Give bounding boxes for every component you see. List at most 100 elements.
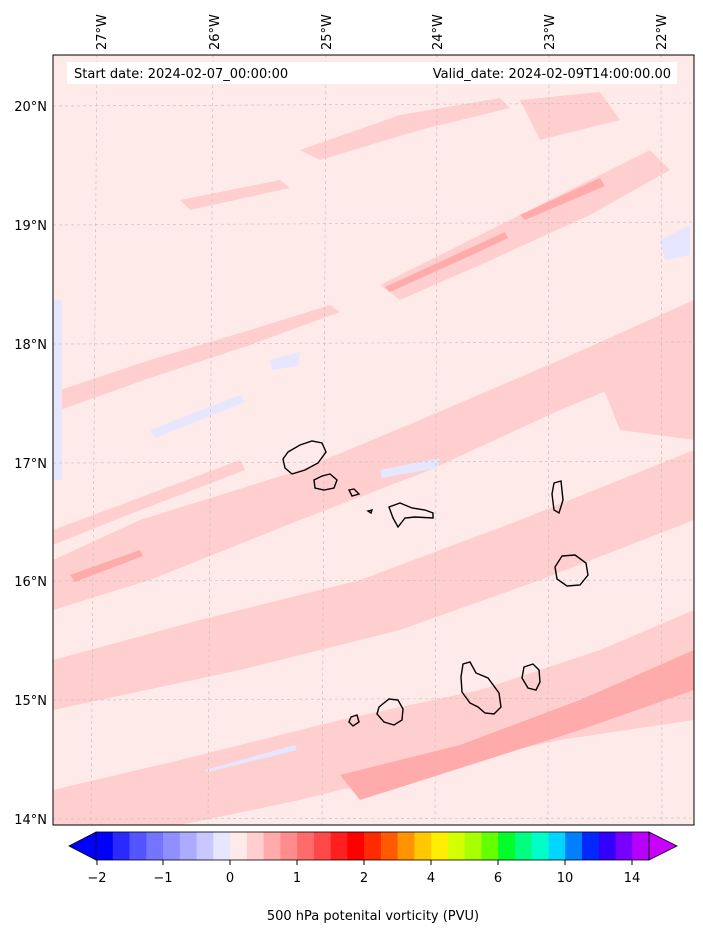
map-frame <box>52 54 695 826</box>
header-box <box>67 62 677 84</box>
island-raso <box>366 509 374 515</box>
lon-tick-label: 25°W <box>320 14 335 50</box>
pv-field <box>53 92 694 825</box>
pv-band <box>300 98 510 160</box>
colorbar-bin <box>464 832 483 860</box>
island-brava <box>348 714 360 727</box>
pv-band <box>600 340 694 440</box>
colorbar-bin <box>163 832 181 860</box>
pv-band <box>205 745 297 772</box>
colorbar-bin <box>196 832 214 860</box>
pv-band <box>180 180 290 210</box>
colorbar-bin <box>632 832 650 860</box>
colorbar-ticks <box>96 860 633 865</box>
island-sao-vicente <box>313 473 338 491</box>
colorbar-frame <box>95 831 650 861</box>
pv-band <box>520 178 605 220</box>
pv-band <box>53 300 62 480</box>
colorbar-bin <box>213 832 231 860</box>
pv-band <box>660 225 690 260</box>
pv-band <box>385 232 508 292</box>
colorbar-bin <box>581 832 600 860</box>
pv-band <box>60 305 340 410</box>
lat-tick-labels: 20°N 19°N 18°N 17°N 16°N 15°N 14°N <box>14 100 47 828</box>
colorbar-bin <box>347 832 365 860</box>
pv-band <box>53 300 694 610</box>
colorbar-bin <box>330 832 348 860</box>
colorbar-bin <box>313 832 332 860</box>
valid-date-text: Valid_date: 2024-02-09T14:00:00.00 <box>433 67 671 82</box>
colorbar-bin <box>565 832 583 860</box>
lon-tick-labels: 27°W 26°W 25°W 24°W 23°W 22°W <box>95 14 670 50</box>
colorbar-bin <box>297 832 315 860</box>
lon-tick-label: 22°W <box>655 14 670 50</box>
pv-band <box>380 458 440 478</box>
island-santa-luzia <box>347 488 361 497</box>
colorbar-bin <box>447 832 466 860</box>
colorbar-bin <box>112 832 131 860</box>
pv-band <box>53 460 245 545</box>
coastlines <box>282 440 589 727</box>
colorbar-bin <box>146 832 164 860</box>
colorbar-bin <box>531 832 550 860</box>
colorbar-title: 500 hPa potenital vorticity (PVU) <box>267 909 479 924</box>
start-date-text: Start date: 2024-02-07_00:00:00 <box>74 67 288 82</box>
colorbar-bin <box>96 832 114 860</box>
colorbar-bin <box>380 832 399 860</box>
lat-tick-label: 19°N <box>14 219 47 234</box>
pv-band <box>53 610 694 825</box>
lon-tick-label: 23°W <box>543 14 558 50</box>
colorbar-bin <box>230 832 248 860</box>
map-panel: Start date: 2024-02-07_00:00:00 Valid_da… <box>53 55 694 825</box>
colorbar: −2 −1 0 1 2 4 6 10 14 500 hPa potenital … <box>68 831 678 924</box>
lat-tick-label: 17°N <box>14 457 47 472</box>
colorbar-under-arrow <box>68 831 97 861</box>
colorbar-bin <box>615 832 633 860</box>
lat-tick-label: 20°N <box>14 100 47 115</box>
colorbar-tick-label: 4 <box>427 871 435 886</box>
pv-band <box>53 450 694 710</box>
colorbar-bin <box>598 832 617 860</box>
colorbar-tick-label: −2 <box>87 871 106 886</box>
colorbar-bin <box>246 832 265 860</box>
colorbar-bin <box>263 832 281 860</box>
colorbar-bin <box>548 832 566 860</box>
pv-band <box>270 352 300 370</box>
colorbar-tick-label: 14 <box>624 871 641 886</box>
pv-band <box>340 650 694 800</box>
lon-tick-label: 27°W <box>95 14 110 50</box>
colorbar-tick-label: 1 <box>293 871 301 886</box>
island-sal <box>551 480 564 515</box>
pv-band <box>150 395 245 438</box>
colorbar-bin <box>431 832 449 860</box>
island-santiago <box>460 661 502 715</box>
colorbar-bin <box>514 832 533 860</box>
colorbar-over-arrow <box>648 831 678 861</box>
lon-tick-label: 24°W <box>431 14 446 50</box>
pv-band <box>70 550 143 582</box>
colorbar-bin <box>397 832 415 860</box>
island-maio <box>521 663 541 691</box>
lat-tick-label: 16°N <box>14 575 47 590</box>
colorbar-tick-label: 2 <box>360 871 368 886</box>
colorbar-bins <box>96 832 650 860</box>
colorbar-tick-label: −1 <box>153 871 172 886</box>
colorbar-bin <box>280 832 298 860</box>
colorbar-bin <box>129 832 147 860</box>
island-sao-nicolau <box>388 502 434 529</box>
lat-tick-label: 15°N <box>14 694 47 709</box>
colorbar-tick-label: 6 <box>494 871 502 886</box>
colorbar-bin <box>414 832 432 860</box>
island-fogo <box>376 698 404 726</box>
colorbar-tick-label: 10 <box>557 871 574 886</box>
colorbar-tick-label: 0 <box>226 871 234 886</box>
island-santo-antao <box>282 440 327 475</box>
lat-tick-label: 18°N <box>14 338 47 353</box>
colorbar-bin <box>364 832 382 860</box>
island-boa-vista <box>554 554 589 587</box>
colorbar-bin <box>481 832 499 860</box>
colorbar-bin <box>498 832 516 860</box>
lon-tick-label: 26°W <box>208 14 223 50</box>
colorbar-bin <box>179 832 198 860</box>
